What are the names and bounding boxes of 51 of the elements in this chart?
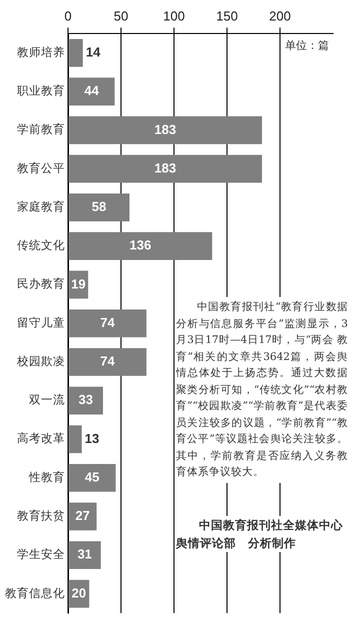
y-tick-label: 留守儿童 [17,315,65,330]
data-label: 183 [154,160,176,176]
data-label: 58 [92,199,106,214]
x-tick-label: 0 [64,8,72,24]
bar [68,154,262,183]
bar [68,425,82,454]
y-tick-label: 学生安全 [17,547,65,562]
y-tick-label: 高考改革 [17,431,65,446]
data-label: 44 [84,83,100,98]
x-tick-label: 200 [269,8,291,24]
y-tick-label: 传统文化 [17,238,65,252]
text: 中国教育报刊社“教育行业数据分析与信息服务平台”监测显示，3月3日17时—4日17时，与“两会 教育”相关的文章共3642篇，两会舆情总体处于上扬态势。通过大数据聚类分析可知，“传统文化”“农村教育”“校园欺凌”“学前教育”是代表委员关注较多的议题，“学前教育”“教育公平”等议题社会舆论关注较多。其中，学前教育是否应纳入义务教育体系争议较大。 [176,301,348,478]
data-label: 74 [100,354,116,369]
bar [68,309,146,338]
bar [68,39,83,67]
y-tick-label: 教育信息化 [5,586,65,600]
y-tick-label: 教育公平 [17,160,65,175]
data-label: 183 [154,122,176,137]
bar [68,194,130,222]
y-tick-label: 双一流 [29,392,65,407]
y-tick-label: 民办教育 [17,276,65,291]
bar [68,78,115,106]
y-tick-label: 教育扶贫 [17,508,65,522]
bar [68,502,97,530]
bar [68,116,262,144]
bar [68,464,116,492]
annotation: 单位：篇 [285,38,329,53]
data-label: 20 [72,585,86,600]
bar [68,232,212,260]
bar [68,541,101,570]
data-label: 74 [100,314,116,330]
x-tick-label: 50 [114,8,128,24]
y-tick-label: 校园欺凌 [16,354,65,368]
data-label: 31 [77,546,92,562]
data-label: 13 [84,430,100,446]
annotation: 中国教育报刊社全媒体中心舆情评论部 分析制作 [176,516,348,552]
y-tick-label: 学前教育 [17,122,65,136]
data-label: 27 [75,508,90,524]
data-label: 45 [84,469,100,484]
y-tick-label: 教师培养 [17,44,65,59]
y-tick-label: 职业教育 [17,84,65,98]
bar [68,386,103,415]
x-tick-label: 100 [163,8,185,24]
data-label: 136 [129,238,152,253]
data-label: 14 [86,44,102,60]
bar [68,348,146,376]
x-tick-label: 150 [216,8,238,24]
y-tick-label: 性教育 [28,470,65,484]
data-label: 19 [71,276,86,292]
data-label: 33 [78,392,93,408]
y-tick-label: 家庭教育 [17,199,65,214]
